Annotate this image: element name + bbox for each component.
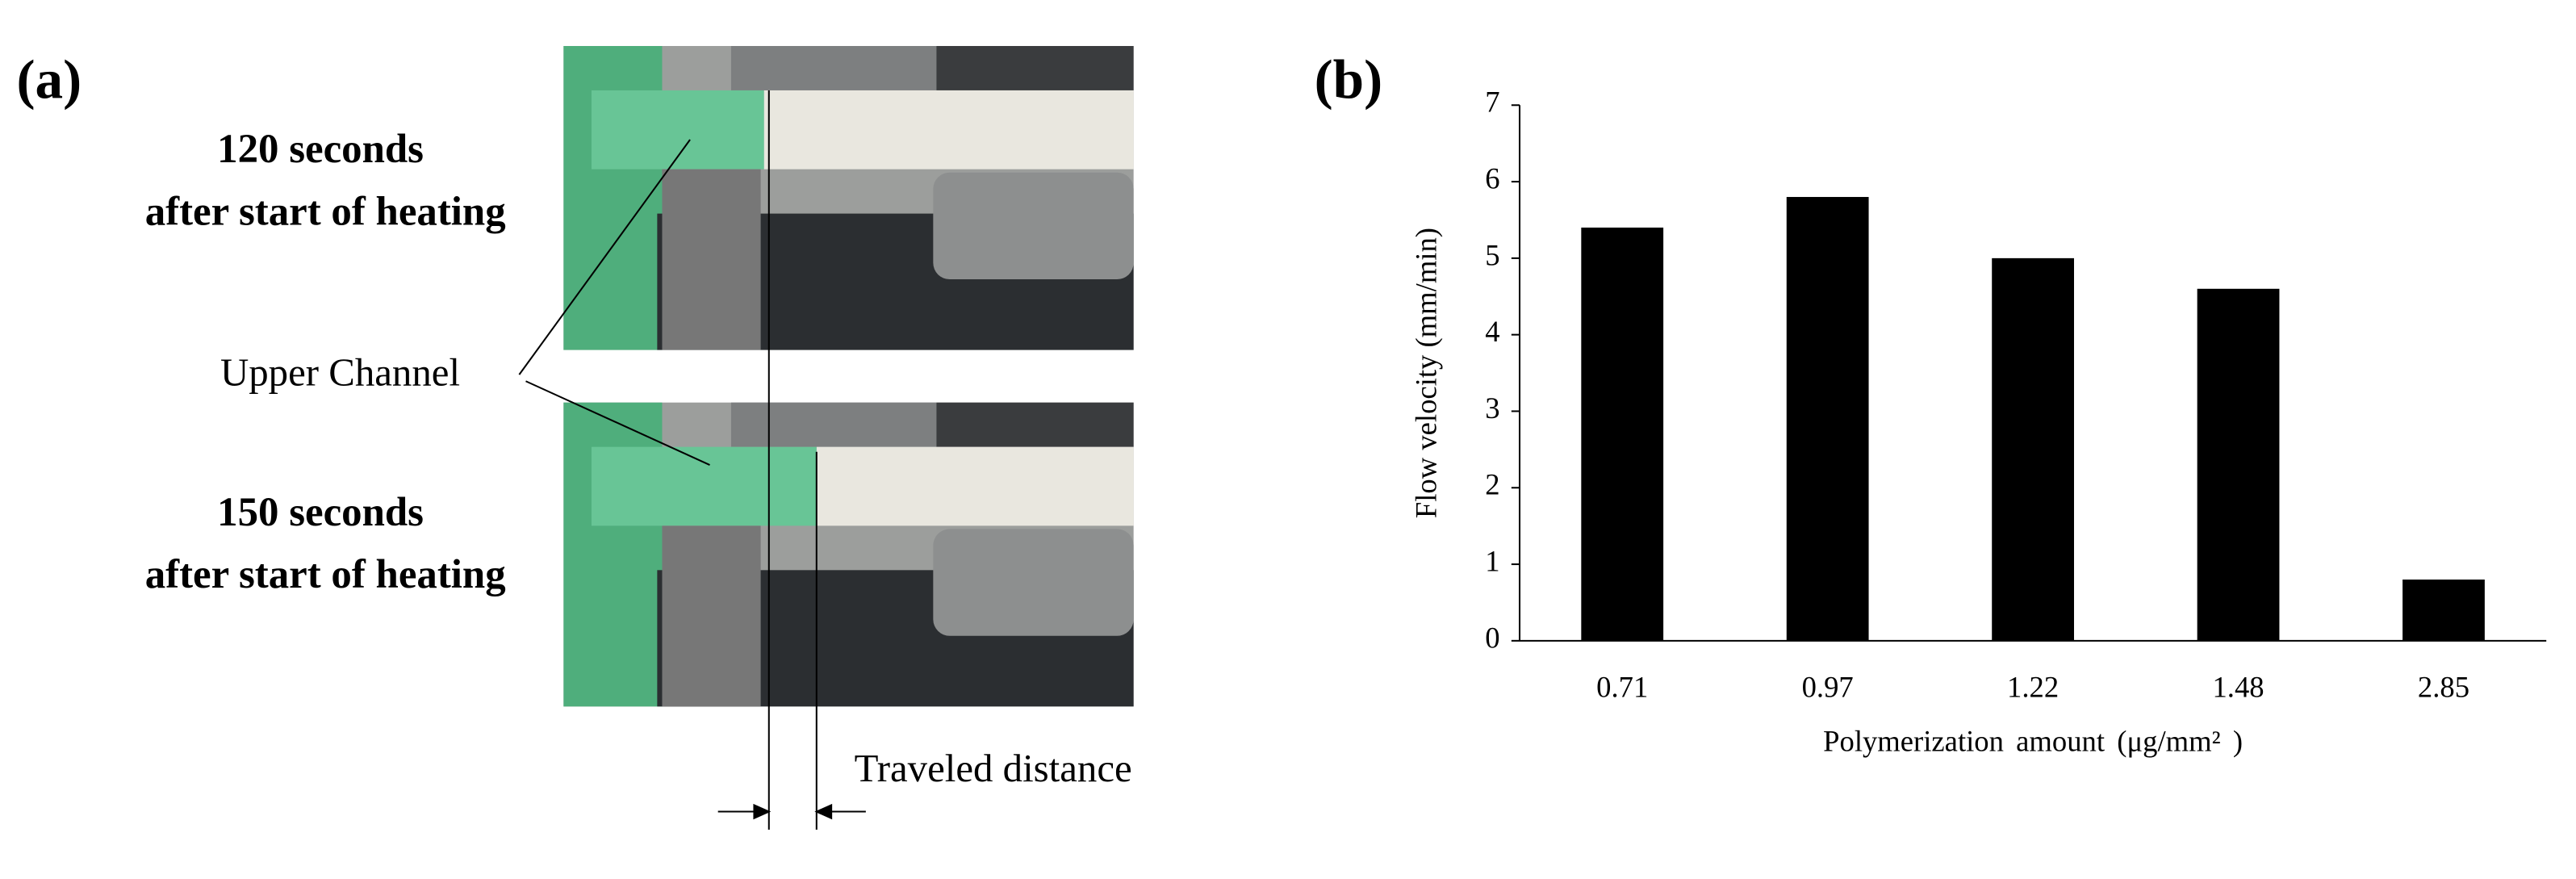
y-tick-label: 1 [1485, 544, 1499, 577]
caption: 150 seconds [217, 490, 424, 535]
caption: after start of heating [145, 189, 506, 234]
y-tick-label: 0 [1485, 621, 1499, 654]
distance-label: Traveled distance [855, 746, 1132, 790]
panel-a: (a) 120 seconds after start of heati [17, 45, 1134, 830]
channel-label: Upper Channel [220, 350, 460, 394]
bar [2402, 580, 2485, 641]
photo-bottom [563, 402, 1134, 707]
x-tick-label: 0.97 [1802, 670, 1854, 703]
bar [1992, 257, 2074, 641]
x-tick-label: 0.71 [1596, 670, 1648, 703]
y-tick-label: 2 [1485, 468, 1499, 501]
x-tick-label: 2.85 [2418, 670, 2469, 703]
bar [2197, 288, 2280, 641]
y-tick-label: 5 [1485, 238, 1499, 271]
photo-top [563, 45, 1134, 350]
y-tick-label: 4 [1485, 315, 1499, 348]
y-axis-label: Flow velocity (mm/min) [1409, 228, 1442, 518]
y-tick-label: 6 [1485, 161, 1499, 195]
panel-label: (b) [1315, 48, 1383, 111]
x-tick-label: 1.22 [2007, 670, 2059, 703]
bar [1581, 227, 1664, 641]
caption: after start of heating [145, 552, 506, 597]
bar [1786, 197, 1869, 641]
y-tick-label: 3 [1485, 391, 1499, 425]
x-axis-label: Polymerization amount (μg/mm² ) [1823, 724, 2243, 757]
x-tick-label: 1.48 [2212, 670, 2264, 703]
panel-label: (a) [17, 48, 82, 111]
y-tick-label: 7 [1485, 86, 1499, 119]
panel-b: (b) 0 1 2 3 4 5 6 7 0.71 0.97 1.22 1.48 2.85 Polymeri… [1315, 48, 2547, 757]
caption: 120 seconds [217, 127, 424, 172]
annotations [518, 90, 866, 830]
